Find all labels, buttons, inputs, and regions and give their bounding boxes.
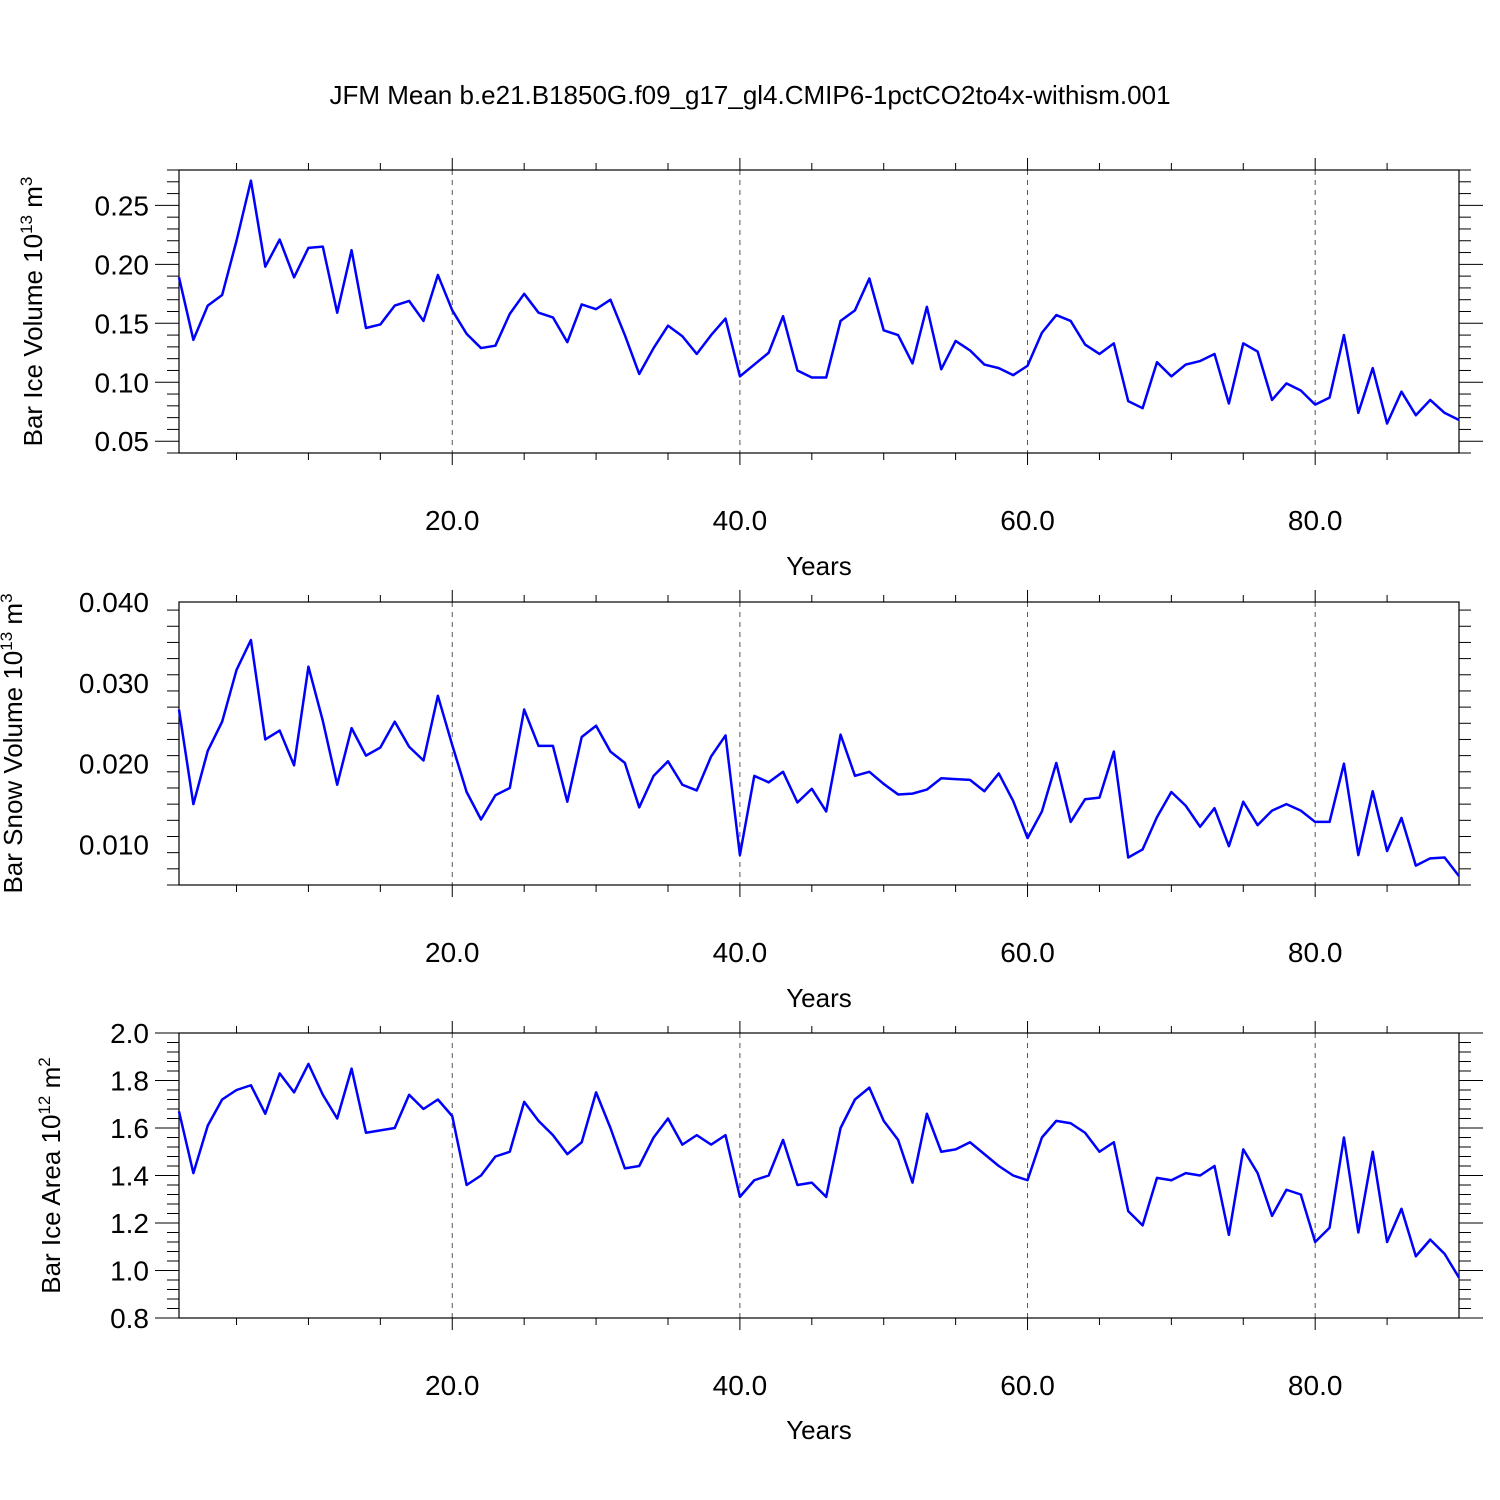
- y-axis-title-text: Bar Ice Volume 10: [18, 234, 48, 446]
- x-tick-label: 80.0: [1288, 505, 1343, 536]
- y-tick-label: 1.6: [110, 1113, 149, 1144]
- y-tick-label: 1.0: [110, 1256, 149, 1287]
- y-axis-title-exponent: 12: [35, 1096, 54, 1115]
- y-axis-title-text: Bar Ice Area 10: [36, 1115, 66, 1294]
- y-axis-title: Bar Ice Area 1012 m2: [35, 1057, 66, 1294]
- x-axis-title: Years: [786, 983, 852, 1013]
- y-axis-title: Bar Ice Volume 1013 m3: [17, 177, 48, 447]
- y-axis-title-unit-exponent: 3: [0, 593, 16, 602]
- y-tick-label: 0.10: [95, 367, 150, 398]
- y-axis-title-text: Bar Snow Volume 10: [0, 651, 28, 894]
- y-tick-label: 0.030: [79, 668, 149, 699]
- y-axis-title-unit-exponent: 3: [17, 177, 36, 186]
- x-axis-title: Years: [786, 551, 852, 581]
- y-tick-label: 1.4: [110, 1161, 149, 1192]
- y-axis-title: Bar Snow Volume 1013 m3: [0, 593, 28, 893]
- x-tick-label: 80.0: [1288, 1370, 1343, 1401]
- plot-frame: [178, 169, 1460, 454]
- x-tick-label: 40.0: [713, 1370, 768, 1401]
- x-axis-title: Years: [786, 1415, 852, 1445]
- y-tick-label: 0.8: [110, 1303, 149, 1334]
- y-axis-title-exponent: 13: [0, 632, 16, 651]
- x-tick-label: 40.0: [713, 505, 768, 536]
- panel-1: 20.0 40.0 60.0 80.0 0.05 0.10 0.15 0.20 0.25 Year…: [17, 158, 1483, 581]
- plot-frame: [178, 601, 1460, 886]
- y-tick-label: 0.25: [95, 190, 150, 221]
- y-tick-label: 0.15: [95, 308, 150, 339]
- y-tick-label: 0.010: [79, 830, 149, 861]
- panel-3: 20.0 40.0 60.0 80.0 0.8 1.0 1.2 1.4 1.6 1.8 2.0 Yea…: [35, 1018, 1483, 1445]
- y-tick-label: 0.040: [79, 587, 149, 618]
- x-tick-label: 20.0: [425, 937, 480, 968]
- chart-title: JFM Mean b.e21.B1850G.f09_g17_gl4.CMIP6-…: [329, 80, 1171, 110]
- x-tick-label: 80.0: [1288, 937, 1343, 968]
- y-tick-label: 1.8: [110, 1066, 149, 1097]
- series-line: [177, 638, 1460, 877]
- y-axis-title-unit: m: [18, 186, 48, 215]
- y-tick-label: 2.0: [110, 1018, 149, 1049]
- series-line: [177, 1062, 1461, 1279]
- x-tick-label: 20.0: [425, 1370, 480, 1401]
- panel-2: 20.0 40.0 60.0 80.0 0.010 0.020 0.030 0.040 Year…: [0, 587, 1471, 1013]
- series-line: [177, 179, 1460, 425]
- plot-frame: [178, 1032, 1460, 1319]
- y-tick-label: 0.20: [95, 249, 150, 280]
- y-tick-label: 1.2: [110, 1208, 149, 1239]
- y-axis-title-unit: m: [0, 603, 28, 632]
- x-tick-label: 60.0: [1000, 937, 1055, 968]
- x-tick-label: 60.0: [1000, 505, 1055, 536]
- x-tick-label: 40.0: [713, 937, 768, 968]
- y-axis-title-exponent: 13: [17, 215, 36, 234]
- y-tick-label: 0.05: [95, 426, 150, 457]
- x-tick-label: 60.0: [1000, 1370, 1055, 1401]
- y-axis-title-unit: m: [36, 1067, 66, 1096]
- x-tick-label: 20.0: [425, 505, 480, 536]
- y-axis-title-unit-exponent: 2: [35, 1057, 54, 1066]
- y-tick-label: 0.020: [79, 749, 149, 780]
